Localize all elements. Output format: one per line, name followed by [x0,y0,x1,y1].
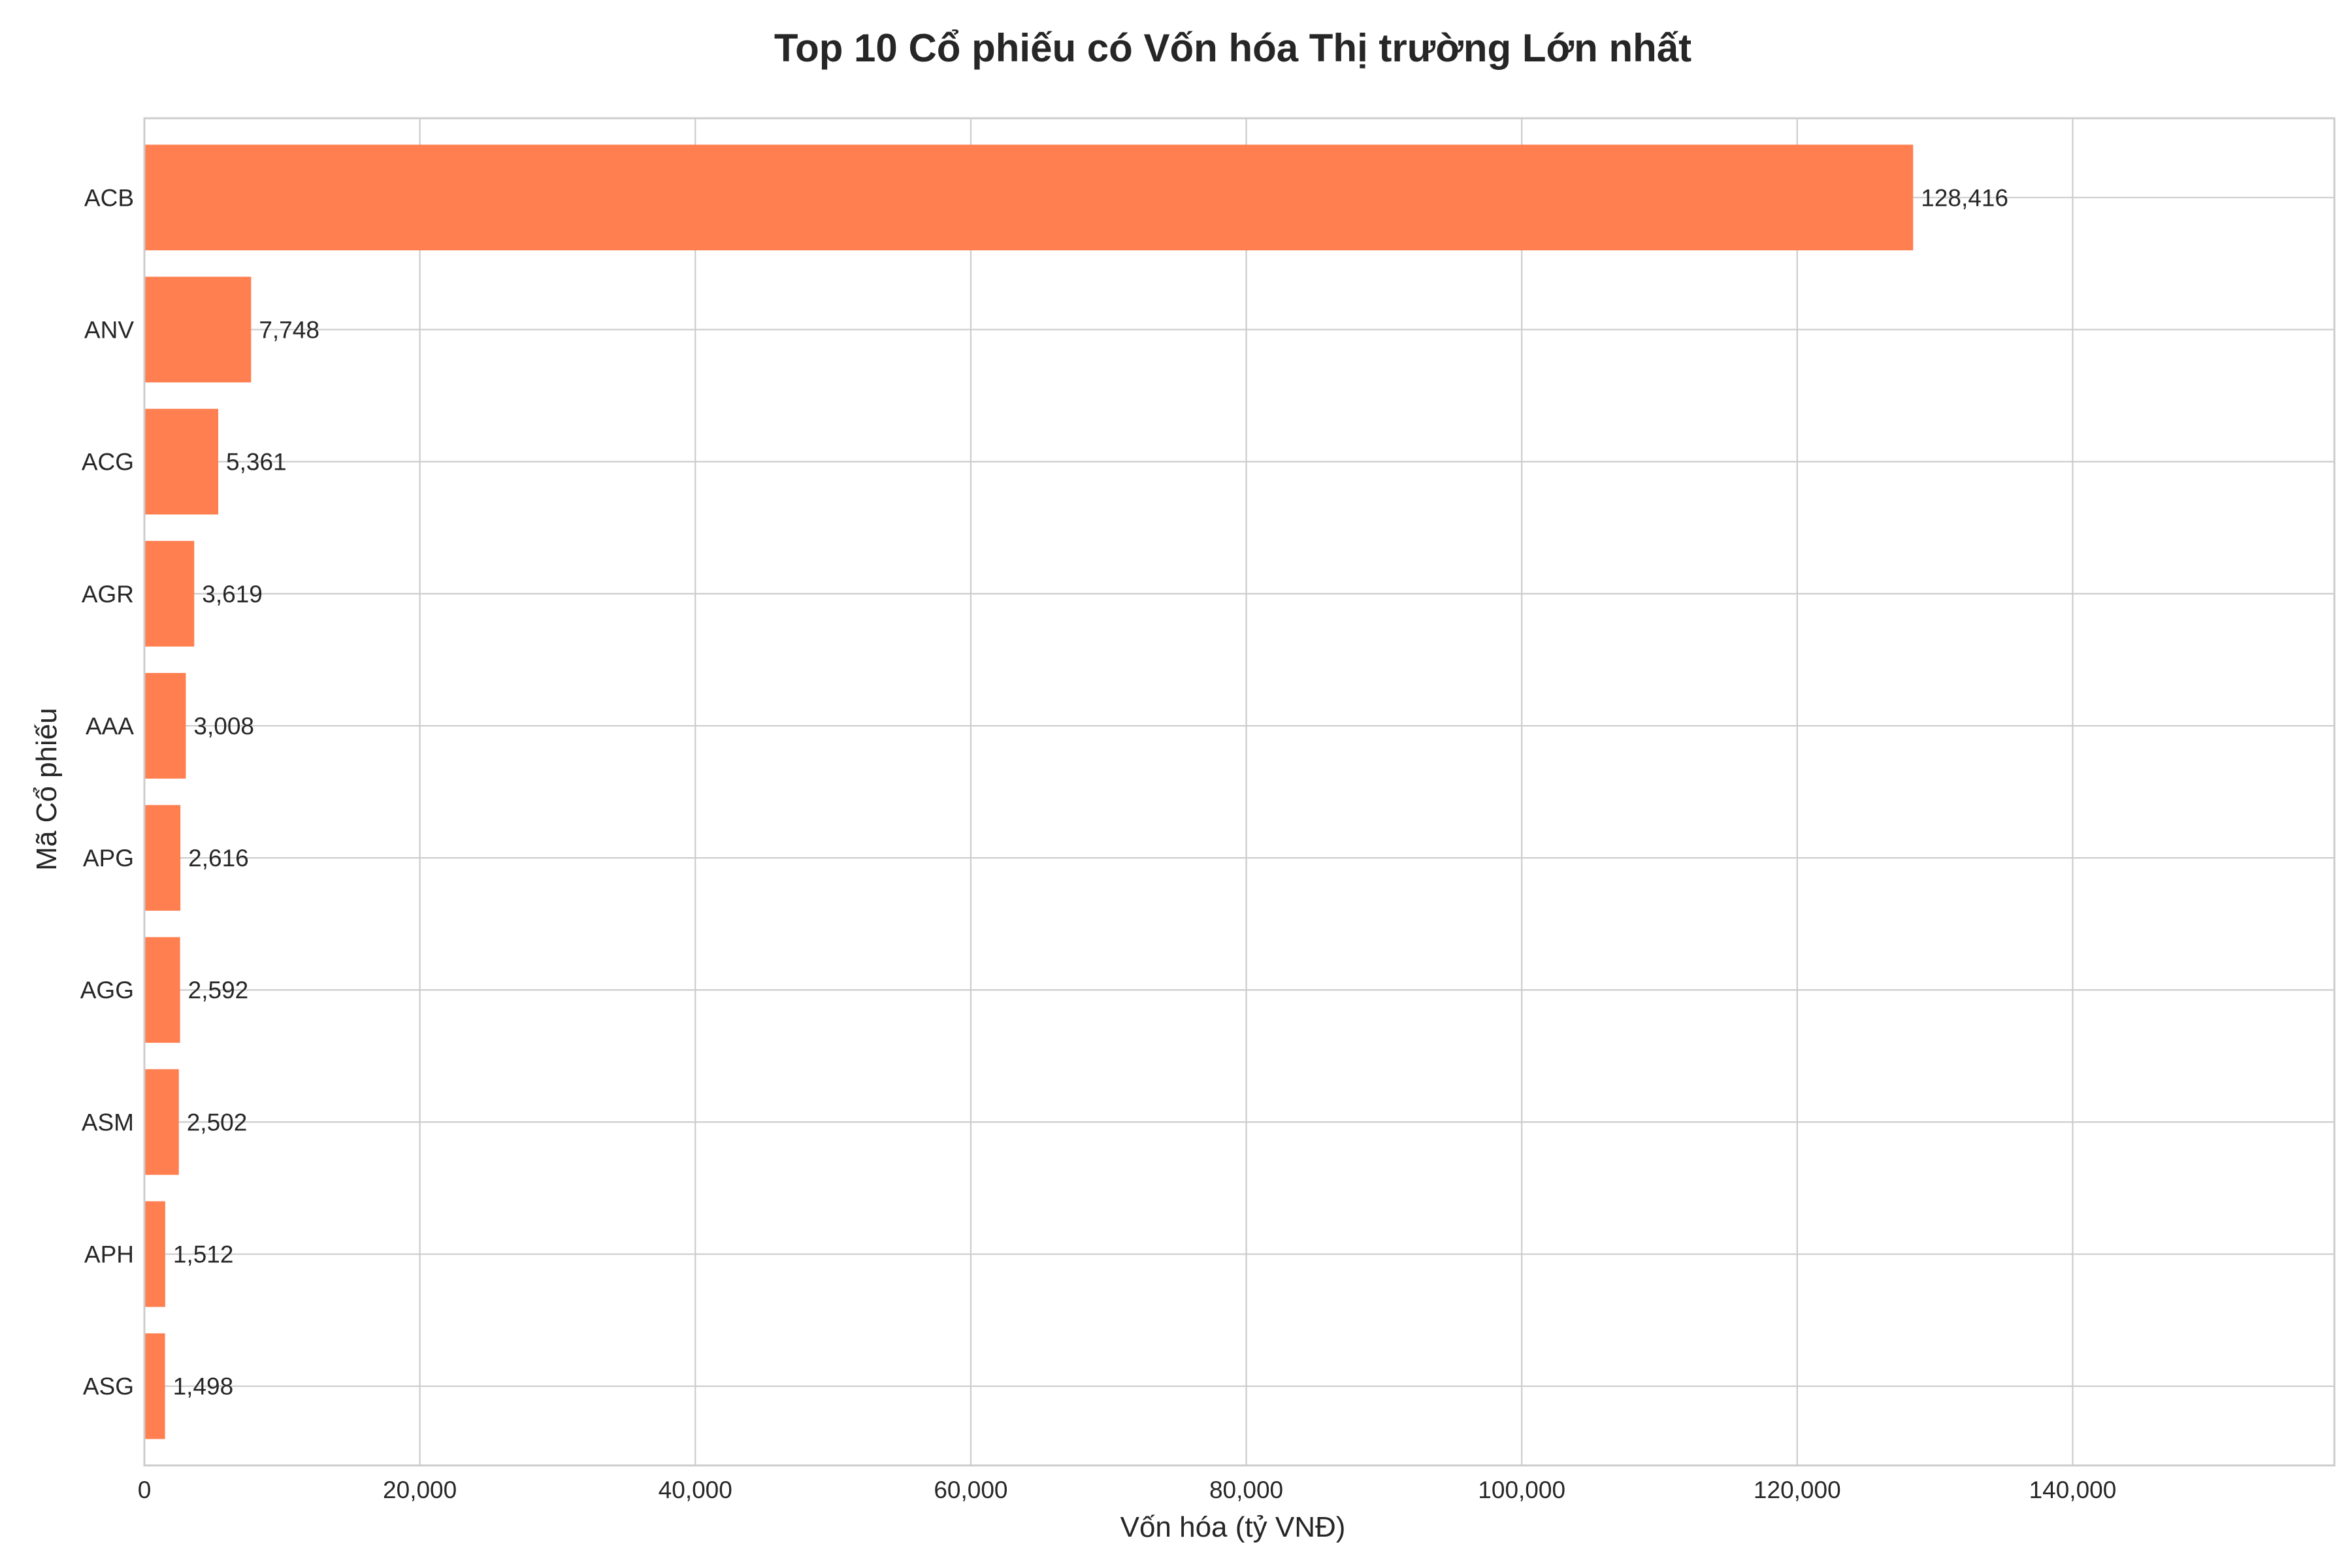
y-tick-label: ACG [82,449,134,476]
data-label-agr: 3,619 [202,581,263,608]
data-labels: 128,416 7,748 5,361 3,619 3,008 2,616 2,592 2,5… [173,184,2008,1399]
chart-title: Top 10 Cổ phiếu có Vốn hóa Thị trường Lớ… [774,26,1691,70]
x-tick-label: 120,000 [1754,1477,1841,1503]
y-tick-label: ANV [84,316,134,343]
x-tick-label: 140,000 [2029,1477,2117,1503]
y-tick-label: APG [83,845,134,872]
y-tick-label: AGG [80,977,134,1004]
bar-anv [144,276,252,383]
bar-agr [144,540,195,647]
y-tick-label: AGR [82,581,134,608]
x-axis-title: Vốn hóa (tỷ VNĐ) [1120,1511,1346,1543]
bar-apg [144,805,181,911]
bar-asm [144,1069,179,1175]
grid [143,118,2334,1465]
bar-acg [144,408,219,515]
y-tick-label: APH [84,1241,134,1268]
y-tick-label: ACB [84,184,134,211]
data-label-aaa: 3,008 [193,713,254,740]
x-tick-label: 20,000 [383,1477,457,1503]
data-label-asg: 1,498 [173,1373,234,1400]
y-tick-label: ASG [83,1373,134,1400]
data-label-acg: 5,361 [226,449,287,476]
y-axis-title: Mã Cổ phiếu [31,708,63,870]
data-label-asm: 2,502 [187,1109,248,1135]
y-axis-ticks: ACB ANV ACG AGR AAA APG AGG ASM APH ASG [80,184,135,1399]
y-tick-label: ASM [82,1109,134,1135]
plot-frame [143,117,2336,1467]
x-tick-label: 40,000 [659,1477,732,1503]
bar-aaa [144,673,186,779]
data-label-apg: 2,616 [188,845,249,872]
bar-aph [144,1201,165,1307]
x-axis-ticks: 0 20,000 40,000 60,000 80,000 100,000 120,000 1… [138,1477,2117,1503]
y-tick-label: AAA [86,713,134,740]
data-label-acb: 128,416 [1921,184,2008,211]
data-label-anv: 7,748 [259,316,319,343]
bar-acb [144,144,1914,251]
bar-asg [144,1333,165,1439]
x-tick-label: 60,000 [934,1477,1007,1503]
x-tick-label: 0 [138,1477,152,1503]
x-tick-label: 80,000 [1209,1477,1283,1503]
bar-agg [144,937,180,1043]
data-label-aph: 1,512 [173,1241,234,1268]
data-label-agg: 2,592 [188,977,249,1004]
x-tick-label: 100,000 [1478,1477,1565,1503]
bars [144,144,1914,1439]
